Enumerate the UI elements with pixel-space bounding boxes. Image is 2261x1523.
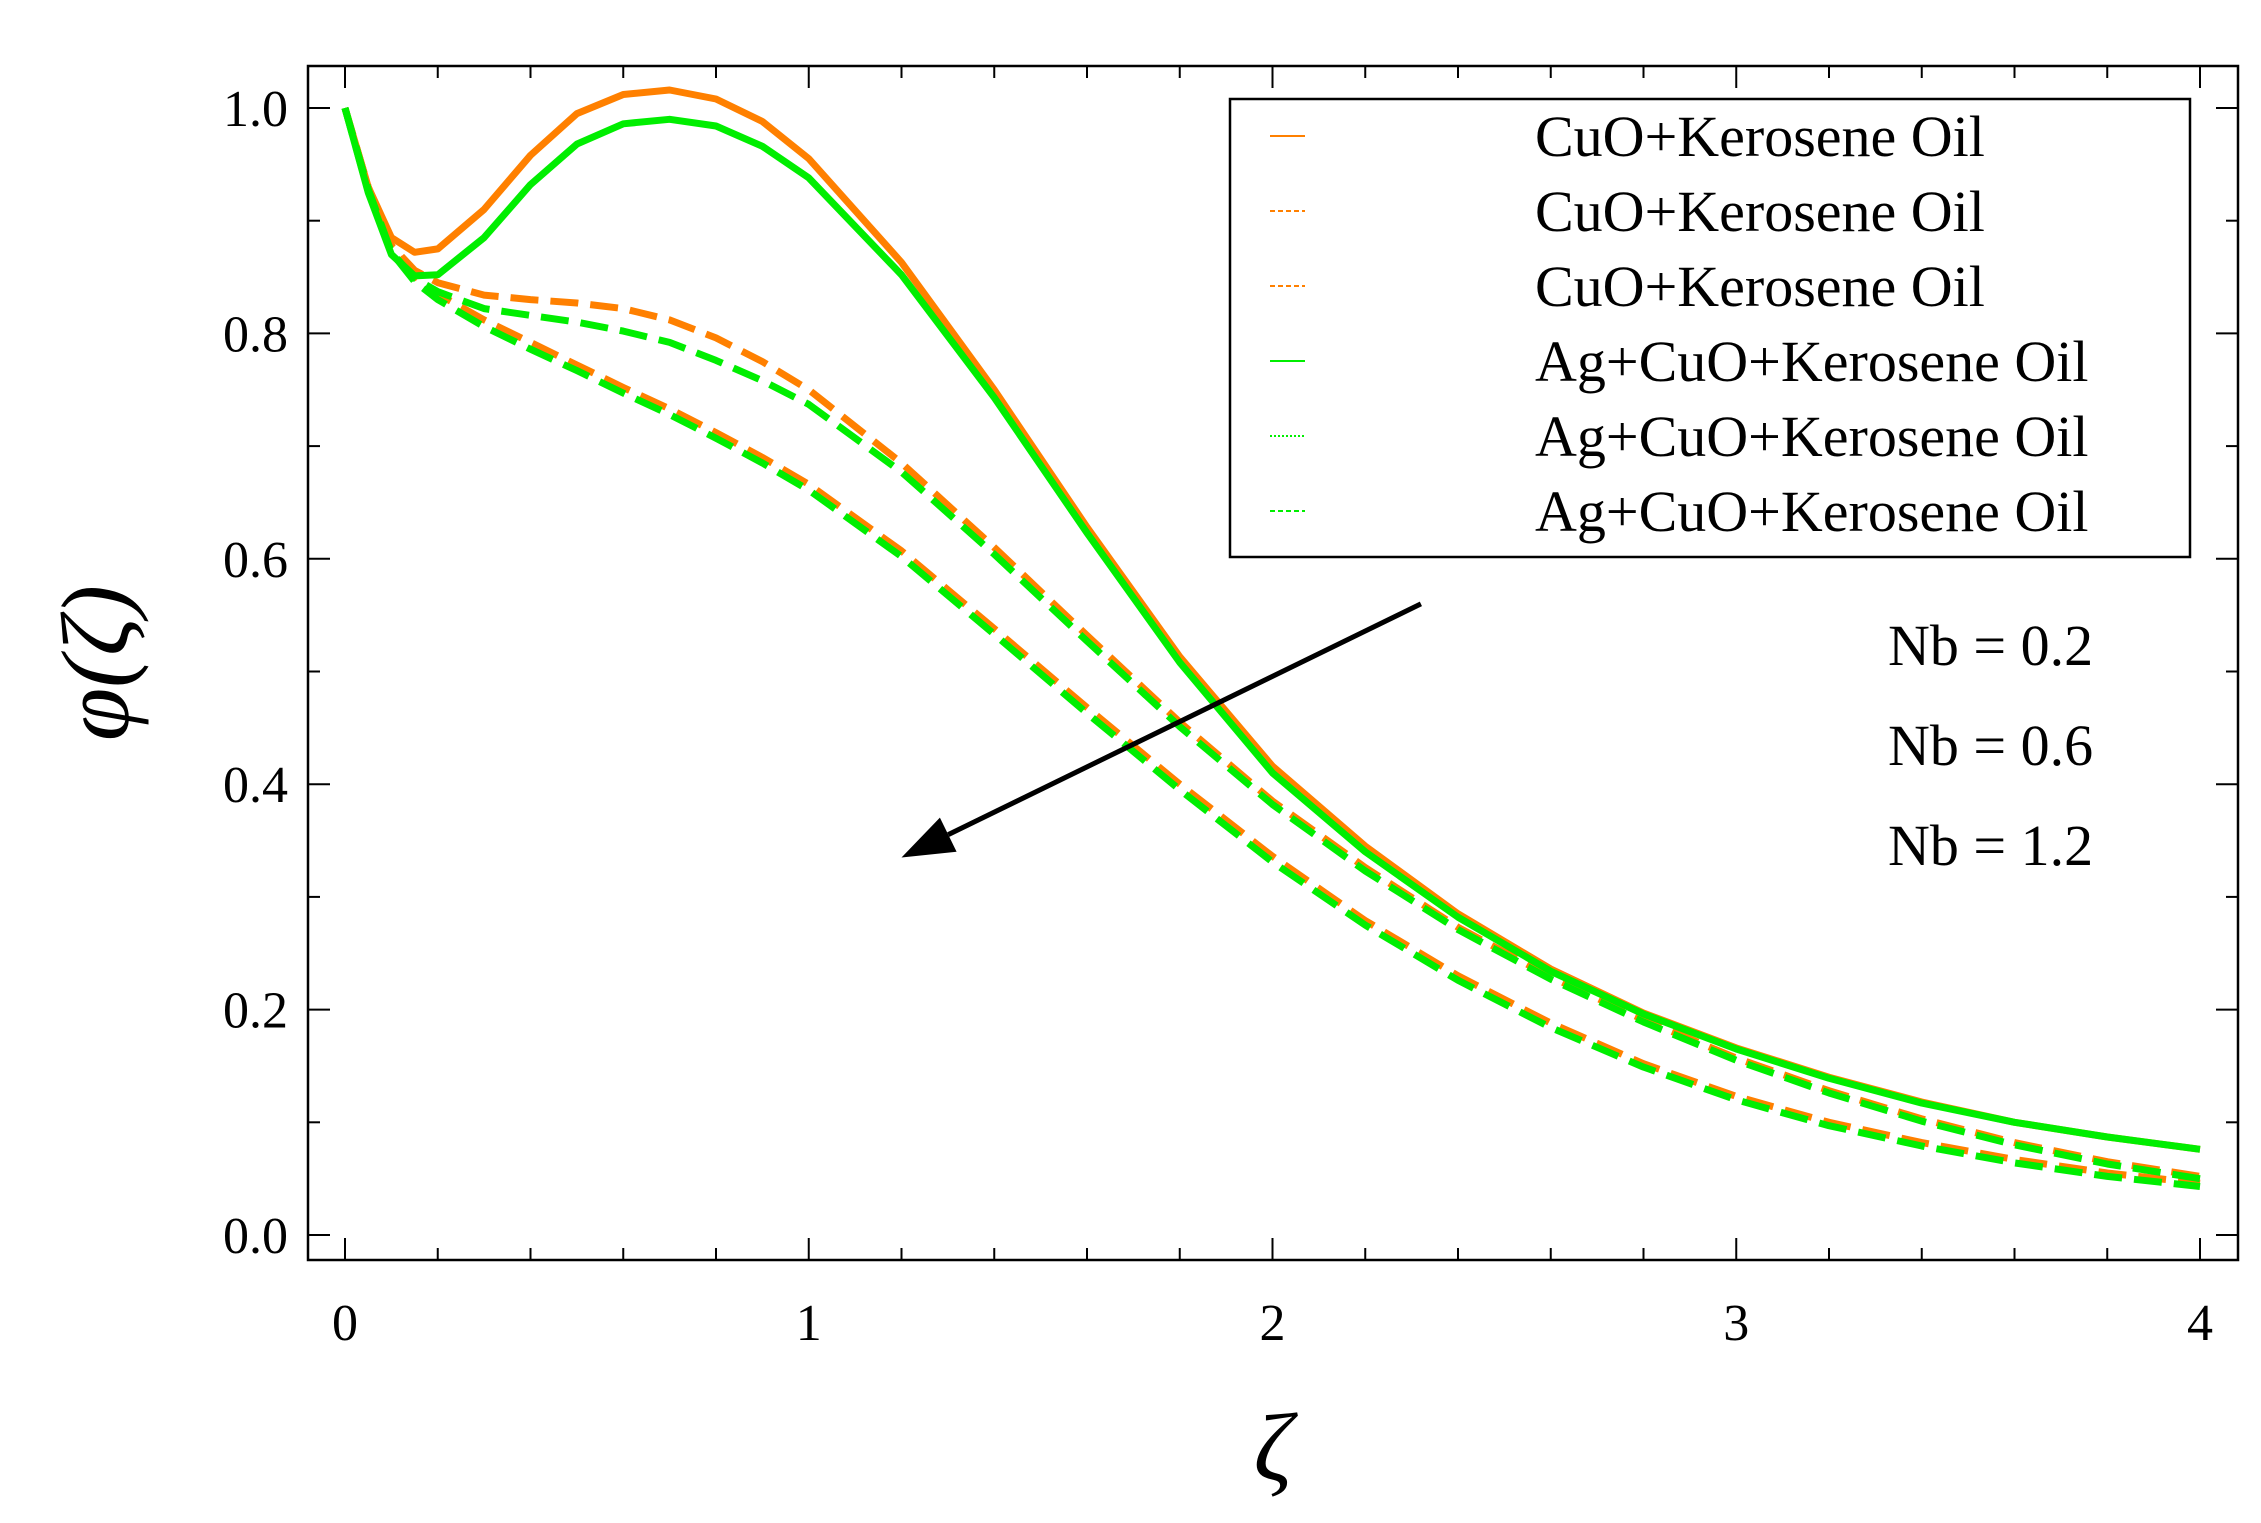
legend-label-4: Ag+CuO+Kerosene Oil (1535, 329, 2089, 394)
legend-label-6: Ag+CuO+Kerosene Oil (1535, 479, 2089, 544)
nb-annotation-1: Nb = 0.2 (1888, 613, 2093, 678)
axes: 0 1 2 3 4 0.0 0.2 0.4 0.6 0.8 1.0 (223, 66, 2238, 1352)
y-tick-label: 0.2 (223, 983, 288, 1040)
y-tick-label: 0.0 (223, 1208, 288, 1265)
x-tick-label: 4 (2187, 1295, 2213, 1352)
nb-annotation-3: Nb = 1.2 (1888, 813, 2093, 878)
y-tick-label: 1.0 (223, 81, 288, 138)
legend-label-5: Ag+CuO+Kerosene Oil (1535, 404, 2089, 469)
legend-label-3: CuO+Kerosene Oil (1535, 254, 1985, 319)
y-tick-label: 0.4 (223, 757, 288, 814)
x-axis-title: ζ (1254, 1394, 1299, 1501)
legend-label-2: CuO+Kerosene Oil (1535, 179, 1985, 244)
legend-label-1: CuO+Kerosene Oil (1535, 104, 1985, 169)
legend: CuO+Kerosene Oil CuO+Kerosene Oil CuO+Kero… (1228, 97, 2192, 559)
series-lines (341, 86, 2201, 1190)
nb-annotation-2: Nb = 0.6 (1888, 713, 2093, 778)
series-line-5 (341, 107, 2201, 1183)
series-line-2 (341, 107, 2201, 1180)
series-line-6 (341, 107, 2201, 1190)
y-tick-label: 0.6 (223, 532, 288, 589)
series-line-4 (341, 107, 2201, 1153)
x-tick-label: 0 (332, 1295, 358, 1352)
legend-box (1228, 97, 2192, 559)
x-tick-label: 1 (796, 1295, 822, 1352)
x-tick-label: 3 (1723, 1295, 1749, 1352)
series-line-3 (341, 107, 2201, 1187)
arrow-head (901, 817, 957, 858)
x-tick-label: 2 (1260, 1295, 1286, 1352)
trend-arrow (901, 601, 1422, 858)
y-axis-title: φ(ζ) (42, 585, 149, 741)
annotations: Nb = 0.2 Nb = 0.6 Nb = 1.2 (1888, 613, 2093, 878)
arrow-shaft (947, 601, 1422, 837)
y-tick-label: 0.8 (223, 306, 288, 363)
